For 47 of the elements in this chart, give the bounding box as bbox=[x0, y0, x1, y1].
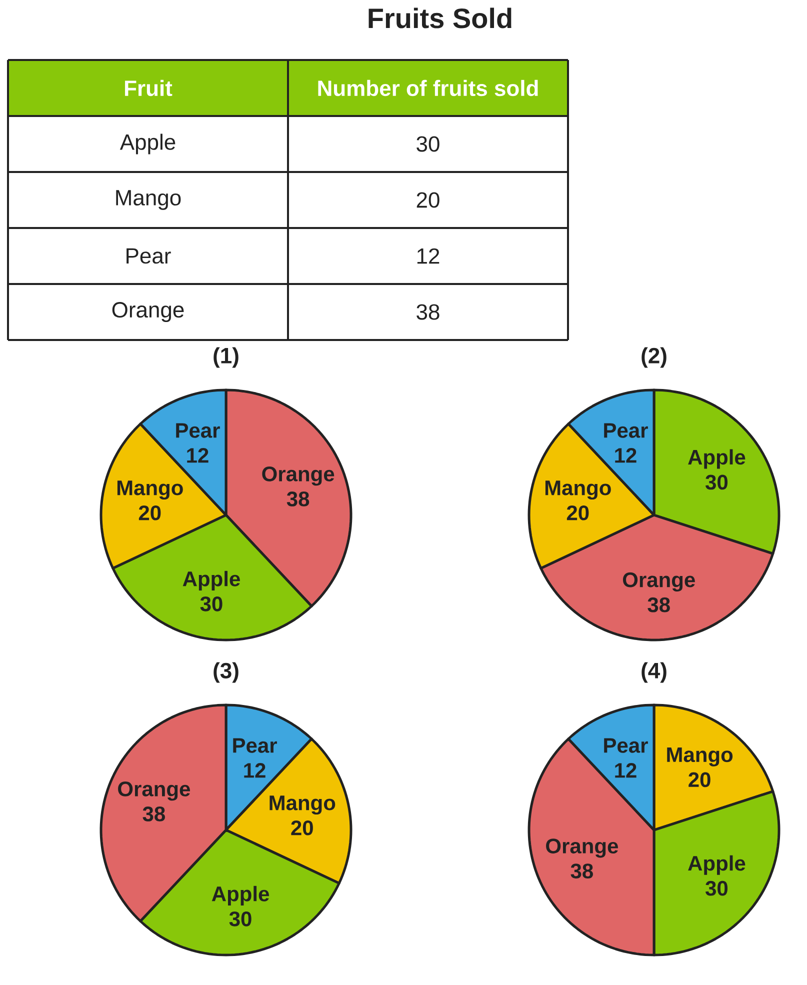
data-label: 12 bbox=[187, 448, 208, 463]
slice-label: Orange bbox=[262, 466, 334, 486]
chart-title: (3) bbox=[214, 662, 238, 683]
category-label: Apple bbox=[120, 134, 176, 154]
data-label: 20 bbox=[138, 505, 161, 520]
data-label: 38 bbox=[142, 806, 165, 822]
data-label: 12 bbox=[417, 248, 440, 264]
data-label: 38 bbox=[286, 492, 310, 506]
chart-title: (1) bbox=[214, 347, 238, 368]
data-label: 20 bbox=[566, 505, 589, 520]
data-label: 38 bbox=[416, 304, 440, 320]
slice-label: Apple bbox=[212, 886, 269, 906]
data-label: 20 bbox=[416, 192, 440, 208]
slice-label: Mango bbox=[270, 796, 336, 815]
data-label: 12 bbox=[615, 448, 636, 463]
slice-label: Mango bbox=[117, 480, 183, 500]
data-label: 12 bbox=[615, 763, 636, 778]
text: Number of fruits sold bbox=[318, 80, 538, 96]
slice-label: Pear bbox=[604, 423, 648, 438]
slice-label: Apple bbox=[688, 449, 746, 469]
data-label: 30 bbox=[229, 911, 252, 926]
data-label: 20 bbox=[291, 820, 313, 836]
slice-label: Orange bbox=[546, 838, 618, 858]
slice-label: Mango bbox=[545, 480, 611, 500]
category-label: Mango bbox=[116, 190, 181, 210]
slice-label: Apple bbox=[688, 855, 746, 875]
text: Fruit bbox=[125, 80, 172, 96]
category-label: Orange bbox=[112, 302, 184, 322]
slice-label: Pear bbox=[604, 738, 648, 753]
data-label: 20 bbox=[688, 772, 710, 788]
data-label: 30 bbox=[706, 880, 728, 896]
text: Fruits Sold bbox=[368, 8, 512, 28]
data-label: 12 bbox=[244, 763, 266, 778]
data-label: 30 bbox=[706, 474, 728, 490]
slice-label: Orange bbox=[622, 572, 695, 592]
chart-title: (2) bbox=[642, 347, 666, 368]
data-label: 30 bbox=[416, 136, 440, 152]
data-label: 30 bbox=[200, 596, 222, 612]
slice-label: Orange bbox=[118, 782, 190, 801]
slice-label: Pear bbox=[176, 423, 220, 438]
chart-title: (4) bbox=[642, 662, 666, 683]
data-label: 38 bbox=[570, 864, 593, 878]
data-label: 38 bbox=[648, 597, 670, 612]
slice-label: Apple bbox=[182, 570, 240, 590]
slice-label: Pear bbox=[233, 738, 277, 753]
category-label: Pear bbox=[126, 248, 171, 264]
slice-label: Mango bbox=[667, 747, 733, 766]
